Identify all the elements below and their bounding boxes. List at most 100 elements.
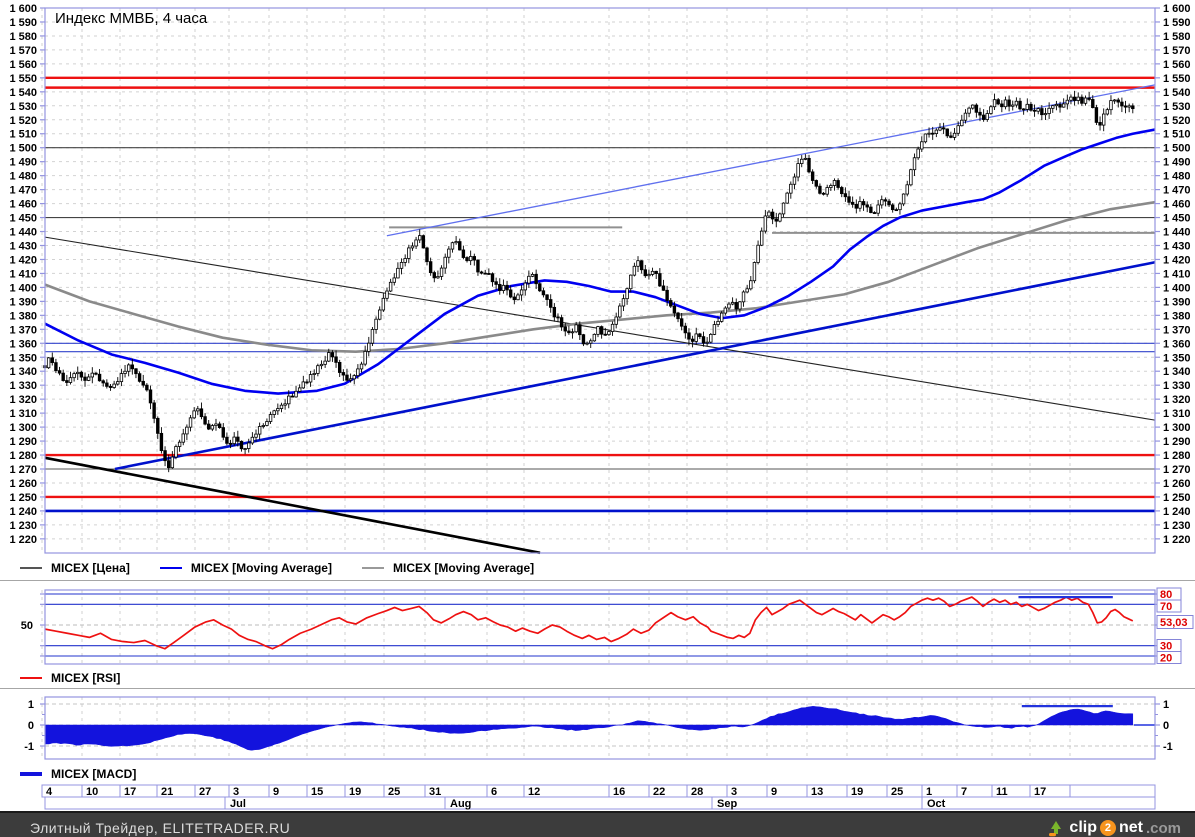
svg-text:1 420: 1 420 — [9, 254, 37, 266]
svg-text:1 500: 1 500 — [1163, 143, 1191, 155]
svg-text:Jul: Jul — [230, 798, 246, 810]
svg-text:30: 30 — [1160, 641, 1172, 653]
svg-text:1 570: 1 570 — [1163, 45, 1191, 57]
svg-text:1 250: 1 250 — [1163, 492, 1191, 504]
svg-text:1 440: 1 440 — [9, 227, 37, 239]
price-panel: 1 220 1 220 1 230 1 230 1 240 1 240 1 250 1 250… — [9, 3, 1191, 555]
svg-text:1 270: 1 270 — [1163, 464, 1191, 476]
svg-text:1 490: 1 490 — [9, 157, 37, 169]
svg-text:1 580: 1 580 — [1163, 31, 1191, 43]
svg-text:1 530: 1 530 — [9, 101, 37, 113]
svg-text:25: 25 — [388, 786, 400, 798]
svg-text:1 440: 1 440 — [1163, 227, 1191, 239]
legend-label: MICEX [RSI] — [51, 671, 121, 685]
svg-text:1 450: 1 450 — [1163, 213, 1191, 225]
svg-text:1 600: 1 600 — [9, 3, 37, 15]
svg-text:10: 10 — [86, 786, 98, 798]
macd-panel: 1 1 0 0 -1 -1 — [24, 696, 1173, 760]
svg-text:1 230: 1 230 — [1163, 520, 1191, 532]
svg-text:Aug: Aug — [450, 798, 471, 810]
svg-text:1 570: 1 570 — [9, 45, 37, 57]
legend-label: MICEX [MACD] — [51, 767, 137, 781]
svg-text:1 590: 1 590 — [1163, 17, 1191, 29]
svg-text:1 350: 1 350 — [1163, 352, 1191, 364]
svg-text:1 430: 1 430 — [1163, 240, 1191, 252]
svg-text:1 480: 1 480 — [1163, 171, 1191, 183]
svg-text:1 380: 1 380 — [1163, 310, 1191, 322]
svg-text:13: 13 — [811, 786, 823, 798]
legend-item-price: MICEX [Цена] — [20, 561, 130, 575]
svg-text:22: 22 — [653, 786, 665, 798]
svg-text:1 360: 1 360 — [9, 338, 37, 350]
time-axis: 4 10 17 21 27 3 9 15 19 25 31 6 12 16 22 28 3 9 13 19 25 1 7 11… — [41, 784, 1156, 810]
legend-item-ma-slow: MICEX [Moving Average] — [361, 561, 535, 575]
rsi-grid — [41, 590, 1155, 664]
svg-text:1 590: 1 590 — [9, 17, 37, 29]
svg-text:1: 1 — [28, 699, 34, 711]
svg-text:80: 80 — [1160, 589, 1172, 601]
legend-label: MICEX [Moving Average] — [392, 561, 535, 575]
svg-text:1 330: 1 330 — [9, 380, 37, 392]
svg-text:1 520: 1 520 — [1163, 115, 1191, 127]
svg-text:1 220: 1 220 — [1163, 534, 1191, 546]
svg-text:1 370: 1 370 — [9, 324, 37, 336]
svg-text:1 260: 1 260 — [1163, 478, 1191, 490]
legend-item-ma-fast: MICEX [Moving Average] — [159, 561, 332, 575]
svg-text:1 410: 1 410 — [9, 268, 37, 280]
svg-text:1 460: 1 460 — [1163, 199, 1191, 211]
svg-text:1 480: 1 480 — [9, 171, 37, 183]
price-legend: MICEX [Цена] MICEX [Moving Average] MICE… — [0, 556, 1195, 580]
legend-item-macd: MICEX [MACD] — [20, 767, 136, 781]
ma-fast-swatch — [159, 567, 182, 569]
svg-text:53,03: 53,03 — [1160, 617, 1188, 629]
panel-separator — [0, 580, 1195, 584]
footer-credit: Элитный Трейдер, ELITETRADER.RU — [30, 820, 291, 836]
svg-text:11: 11 — [996, 786, 1008, 798]
svg-text:1 470: 1 470 — [1163, 185, 1191, 197]
legend-item-rsi: MICEX [RSI] — [20, 671, 120, 685]
price-axes: 1 220 1 220 1 230 1 230 1 240 1 240 1 250 1 250… — [9, 3, 1191, 554]
svg-text:70: 70 — [1160, 601, 1172, 613]
svg-text:1 330: 1 330 — [1163, 380, 1191, 392]
candlesticks — [43, 90, 1135, 473]
svg-text:Oct: Oct — [927, 798, 946, 810]
svg-text:0: 0 — [28, 720, 34, 732]
footer-bar: Элитный Трейдер, ELITETRADER.RU clip 2 n… — [0, 811, 1195, 837]
svg-text:1 380: 1 380 — [9, 310, 37, 322]
svg-text:3: 3 — [731, 786, 737, 798]
svg-text:27: 27 — [199, 786, 211, 798]
logo-text-clip: clip — [1069, 819, 1097, 836]
svg-text:17: 17 — [1034, 786, 1046, 798]
svg-text:1 400: 1 400 — [9, 282, 37, 294]
panel-separator — [0, 688, 1195, 692]
svg-text:6: 6 — [491, 786, 497, 798]
svg-text:15: 15 — [311, 786, 323, 798]
svg-text:1 390: 1 390 — [9, 296, 37, 308]
svg-text:0: 0 — [1163, 720, 1169, 732]
svg-text:1 410: 1 410 — [1163, 268, 1191, 280]
svg-text:1 270: 1 270 — [9, 464, 37, 476]
svg-text:17: 17 — [124, 786, 136, 798]
svg-text:1 280: 1 280 — [1163, 450, 1191, 462]
svg-text:1 340: 1 340 — [9, 366, 37, 378]
svg-text:31: 31 — [429, 786, 441, 798]
svg-text:1 230: 1 230 — [9, 520, 37, 532]
month-cells: Jul Aug Sep Oct — [44, 796, 1156, 810]
svg-text:1 400: 1 400 — [1163, 282, 1191, 294]
svg-text:1 280: 1 280 — [9, 450, 37, 462]
svg-text:20: 20 — [1160, 653, 1172, 665]
svg-text:1 290: 1 290 — [9, 436, 37, 448]
svg-text:12: 12 — [528, 786, 540, 798]
clip2net-logo[interactable]: clip 2 net .com — [1046, 818, 1181, 837]
svg-text:19: 19 — [851, 786, 863, 798]
svg-text:19: 19 — [349, 786, 361, 798]
date-cells: 4 10 17 21 27 3 9 15 19 25 31 6 12 16 22 28 3 9 13 19 25 1 7 11… — [41, 784, 1156, 798]
svg-text:1 500: 1 500 — [9, 143, 37, 155]
svg-text:1 540: 1 540 — [9, 87, 37, 99]
svg-text:1 550: 1 550 — [1163, 73, 1191, 85]
moving-averages — [44, 128, 1156, 395]
svg-text:1 580: 1 580 — [9, 31, 37, 43]
svg-text:1 290: 1 290 — [1163, 436, 1191, 448]
